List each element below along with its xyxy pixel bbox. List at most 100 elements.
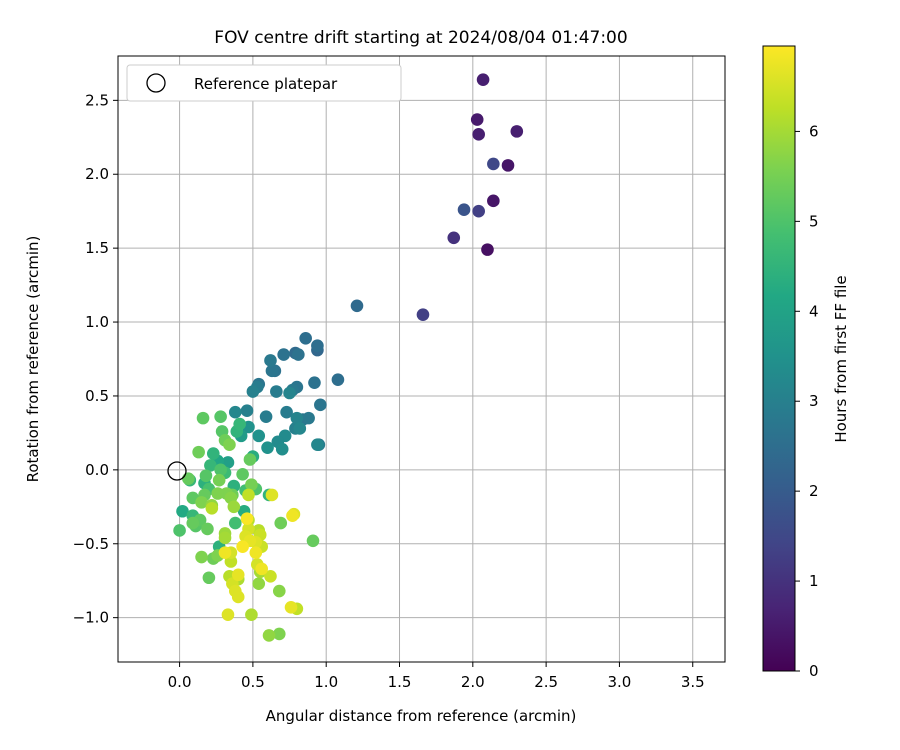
data-point — [416, 308, 430, 321]
data-point — [196, 411, 210, 425]
data-point — [487, 157, 500, 171]
chart-title: FOV centre drift starting at 2024/08/04 … — [214, 28, 627, 48]
data-point — [195, 550, 208, 564]
data-point — [218, 546, 232, 559]
data-point — [259, 410, 273, 423]
data-point — [224, 555, 238, 568]
data-point — [472, 204, 485, 218]
plot-frame — [117, 55, 726, 663]
data-point — [228, 516, 242, 530]
colorbar-tick-label: 4 — [809, 302, 819, 320]
data-point — [195, 496, 208, 509]
y-tick-label: 1.0 — [85, 313, 109, 331]
y-tick-label: 1.5 — [85, 239, 109, 257]
data-point — [211, 487, 225, 500]
colorbar-gradient — [762, 45, 796, 672]
data-point — [243, 453, 257, 466]
colorbar-tick-label: 3 — [809, 392, 819, 410]
data-point — [231, 590, 245, 604]
data-point — [221, 608, 235, 622]
data-point — [192, 445, 205, 459]
y-tick-label: −0.5 — [73, 535, 109, 553]
data-point — [233, 417, 246, 431]
data-point — [245, 608, 258, 622]
grid-lines — [118, 56, 725, 662]
data-point — [284, 601, 298, 614]
data-point — [240, 512, 254, 525]
data-point — [212, 473, 226, 487]
data-point — [236, 540, 249, 554]
x-tick-label: 3.5 — [681, 673, 705, 691]
data-point — [228, 405, 242, 419]
data-point — [270, 385, 283, 398]
y-tick-label: 0.5 — [85, 387, 109, 405]
data-point — [182, 472, 195, 486]
data-point — [292, 348, 305, 361]
x-tick-label: 1.5 — [388, 673, 412, 691]
data-point — [481, 243, 494, 256]
data-point — [262, 629, 276, 642]
data-point — [246, 385, 260, 398]
data-point — [306, 534, 320, 548]
x-tick-label: 2.0 — [461, 673, 485, 691]
x-axis-ticks: 0.0 0.5 1.0 1.5 2.0 2.5 3.0 3.5 — [168, 662, 705, 691]
data-point — [302, 411, 315, 425]
data-point — [299, 332, 312, 345]
x-tick-label: 3.0 — [608, 673, 632, 691]
data-point — [280, 405, 293, 419]
data-point — [472, 128, 485, 141]
x-tick-label: 1.0 — [314, 673, 338, 691]
data-point — [173, 524, 186, 537]
data-point — [510, 125, 524, 138]
data-point — [286, 509, 299, 522]
data-point — [293, 422, 307, 435]
colorbar-label: Hours from first FF file — [832, 275, 850, 442]
data-point — [272, 584, 286, 598]
legend-entry-reference: Reference platepar — [194, 75, 338, 93]
data-point — [240, 404, 254, 418]
data-point — [252, 429, 266, 443]
colorbar-tick-label: 5 — [809, 212, 819, 230]
data-point — [227, 500, 241, 514]
data-point — [265, 364, 279, 378]
y-tick-label: 2.0 — [85, 165, 109, 183]
y-tick-label: 2.5 — [85, 91, 109, 109]
data-point — [476, 73, 490, 86]
colorbar: 0 1 2 3 4 5 6 Hours from first FF file — [762, 45, 850, 680]
data-point — [274, 516, 288, 530]
data-point — [205, 501, 219, 515]
data-point — [331, 373, 345, 386]
data-point — [264, 569, 277, 583]
data-point — [275, 442, 289, 456]
data-point — [242, 488, 255, 502]
y-axis-label: Rotation from reference (arcmin) — [24, 236, 42, 483]
data-point — [186, 516, 200, 530]
data-point — [199, 469, 213, 483]
y-tick-label: −1.0 — [73, 609, 109, 627]
data-point — [501, 159, 515, 172]
colorbar-tick-label: 2 — [809, 482, 819, 500]
data-point — [255, 562, 268, 576]
reference-point-marker — [167, 461, 187, 481]
colorbar-ticks: 0 1 2 3 4 5 6 — [795, 122, 819, 680]
data-point — [265, 488, 279, 502]
data-point — [277, 348, 290, 361]
data-point — [207, 447, 220, 460]
data-point — [201, 522, 214, 536]
data-point — [311, 339, 324, 352]
data-point — [308, 376, 321, 389]
legend-reference-marker — [146, 73, 166, 93]
data-point — [350, 299, 364, 313]
data-point — [252, 577, 266, 590]
data-point — [214, 463, 227, 477]
data-point — [447, 231, 461, 245]
colorbar-tick-label: 6 — [809, 122, 819, 140]
data-point — [261, 441, 274, 454]
data-point — [236, 467, 249, 481]
y-tick-label: 0.0 — [85, 461, 109, 479]
data-points — [173, 73, 524, 642]
x-tick-label: 0.0 — [168, 673, 192, 691]
data-point — [204, 459, 217, 472]
data-point — [245, 478, 258, 491]
